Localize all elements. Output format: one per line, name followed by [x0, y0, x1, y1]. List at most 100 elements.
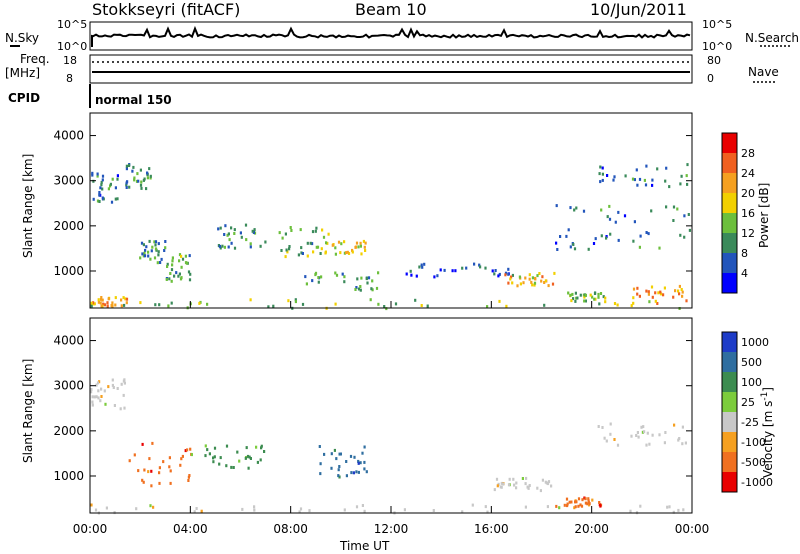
- range-gate-cell: [352, 471, 355, 475]
- range-gate-cell: [305, 282, 308, 286]
- colorbar-segment: [722, 372, 737, 392]
- range-gate-cell: [544, 480, 547, 484]
- range-gate-cell: [522, 281, 525, 285]
- range-gate-cell: [92, 301, 95, 305]
- y-tick-label: 3000: [53, 379, 84, 393]
- range-gate-cell: [150, 469, 153, 473]
- range-gate-cell: [597, 295, 600, 299]
- range-gate-cell: [509, 277, 512, 281]
- range-gate-cell: [181, 257, 185, 261]
- range-gate-cell: [507, 272, 510, 276]
- range-gate-cell: [180, 457, 183, 461]
- range-gate-cell: [109, 182, 112, 186]
- range-gate-cell: [677, 508, 680, 512]
- range-gate-cell: [540, 279, 543, 283]
- range-gate-cell: [230, 241, 233, 245]
- range-gate-cell: [139, 301, 142, 305]
- range-gate-cell: [338, 475, 341, 479]
- range-gate-cell: [644, 183, 648, 187]
- range-gate-cell: [255, 445, 258, 449]
- colorbar-segment: [722, 432, 737, 452]
- range-gate-cell: [582, 209, 586, 213]
- range-gate-cell: [125, 186, 128, 189]
- range-gate-cell: [574, 505, 577, 509]
- range-gate-cell: [580, 504, 584, 508]
- range-gate-cell: [147, 250, 150, 254]
- range-gate-cell: [521, 477, 524, 480]
- range-gate-cell: [180, 276, 183, 280]
- range-gate-cell: [363, 460, 366, 464]
- range-gate-cell: [571, 292, 574, 296]
- colorbar-segment: [722, 193, 737, 213]
- range-gate-cell: [651, 178, 654, 182]
- range-gate-cell: [139, 256, 142, 260]
- range-gate-cell: [168, 277, 171, 281]
- range-gate-cell: [672, 295, 675, 299]
- range-gate-cell: [334, 252, 337, 256]
- beam-title: Beam 10: [355, 0, 427, 19]
- range-gate-cell: [110, 304, 113, 307]
- range-gate-cell: [640, 425, 643, 429]
- range-gate-cell: [315, 245, 318, 249]
- range-gate-cell: [187, 479, 190, 482]
- range-gate-cell: [101, 174, 105, 178]
- range-gate-cell: [343, 280, 346, 284]
- range-gate-cell: [651, 295, 654, 299]
- range-gate-cell: [184, 449, 187, 453]
- range-gate-cell: [178, 259, 181, 263]
- range-gate-cell: [591, 498, 594, 502]
- range-gate-cell: [185, 261, 189, 265]
- range-gate-cell: [320, 275, 323, 279]
- range-gate-cell: [267, 305, 270, 309]
- range-gate-cell: [334, 271, 337, 275]
- range-gate-cell: [241, 507, 244, 511]
- range-gate-cell: [528, 273, 531, 277]
- range-gate-cell: [685, 299, 688, 303]
- range-gate-cell: [153, 240, 156, 244]
- range-gate-cell: [111, 301, 114, 305]
- velocity-heatmap-cells: [90, 378, 687, 515]
- range-gate-cell: [433, 275, 436, 279]
- range-gate-cell: [330, 466, 333, 470]
- range-gate-cell: [678, 437, 681, 440]
- range-gate-cell: [504, 273, 507, 277]
- range-gate-cell: [658, 433, 661, 437]
- range-gate-cell: [617, 238, 620, 242]
- range-gate-cell: [116, 197, 119, 201]
- range-gate-cell: [244, 223, 248, 227]
- range-gate-cell: [587, 497, 590, 501]
- range-gate-cell: [687, 213, 690, 216]
- range-gate-cell: [608, 204, 611, 208]
- range-gate-cell: [574, 500, 577, 504]
- range-gate-cell: [343, 251, 346, 255]
- range-gate-cell: [103, 303, 107, 307]
- range-gate-cell: [139, 183, 143, 187]
- range-gate-cell: [95, 383, 98, 387]
- range-gate-cell: [454, 269, 457, 273]
- range-gate-cell: [218, 462, 221, 466]
- range-gate-cell: [128, 459, 131, 463]
- range-gate-cell: [94, 508, 98, 512]
- range-gate-cell: [319, 252, 322, 255]
- range-gate-cell: [584, 497, 587, 501]
- range-gate-cell: [294, 300, 297, 304]
- range-gate-cell: [120, 304, 123, 308]
- range-gate-cell: [288, 245, 291, 248]
- range-gate-cell: [140, 180, 143, 184]
- range-gate-cell: [204, 444, 207, 448]
- range-gate-cell: [528, 277, 531, 281]
- range-gate-cell: [577, 504, 580, 508]
- range-gate-cell: [651, 183, 654, 187]
- range-gate-cell: [240, 235, 243, 239]
- range-gate-cell: [461, 266, 464, 270]
- range-gate-cell: [317, 280, 320, 284]
- range-gate-cell: [543, 281, 546, 284]
- range-gate-cell: [598, 172, 601, 176]
- range-gate-cell: [421, 265, 424, 269]
- range-gate-cell: [144, 248, 147, 252]
- colorbar-segment: [722, 253, 737, 273]
- colorbar-tick-label: -500: [741, 456, 766, 469]
- colorbar-segment: [722, 452, 737, 472]
- range-gate-cell: [100, 180, 103, 184]
- range-gate-cell: [555, 241, 558, 245]
